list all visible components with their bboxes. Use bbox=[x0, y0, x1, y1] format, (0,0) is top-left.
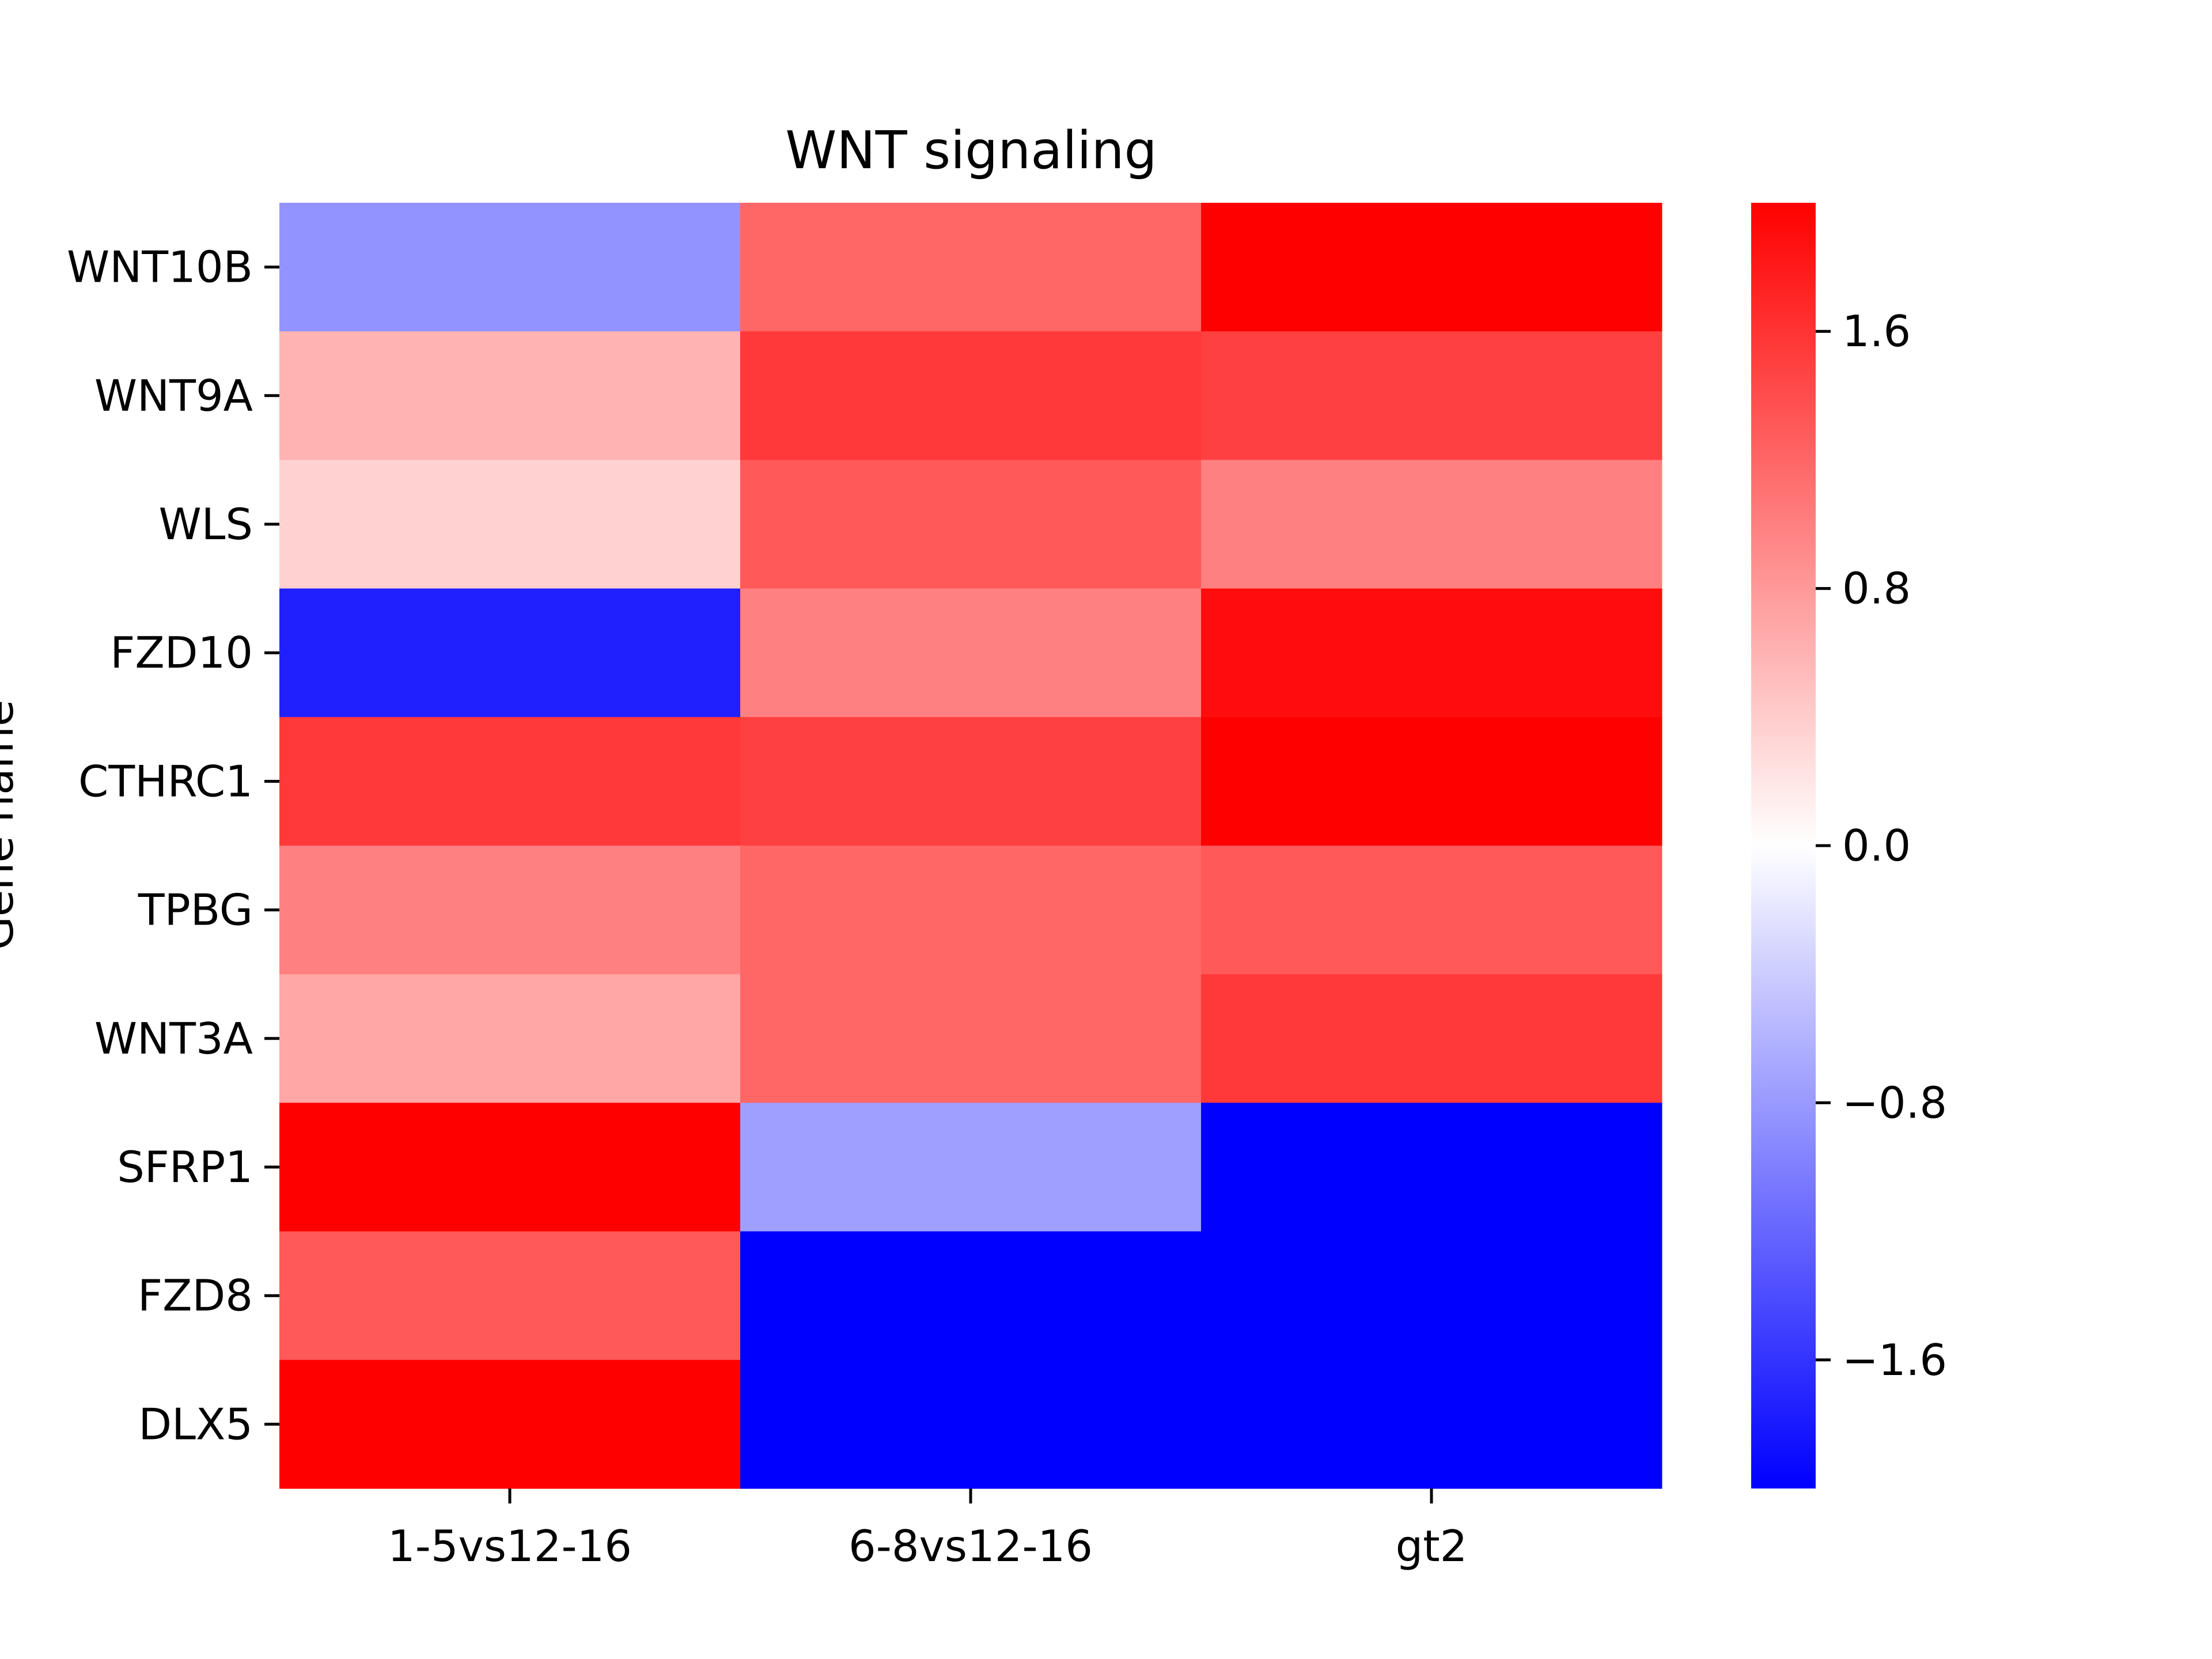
chart-title: WNT signaling bbox=[785, 120, 1157, 181]
row-label: CTHRC1 bbox=[78, 756, 253, 806]
row-label: WNT9A bbox=[94, 370, 253, 421]
heatmap-cell bbox=[1201, 846, 1662, 975]
heatmap-cell bbox=[1201, 1103, 1662, 1232]
heatmap-cell bbox=[279, 717, 741, 846]
row-label: TPBG bbox=[138, 885, 253, 935]
row-label: WNT10B bbox=[67, 242, 253, 293]
row-label: WNT3A bbox=[94, 1013, 253, 1064]
colorbar-tick-label: −0.8 bbox=[1842, 1077, 1947, 1128]
heatmap-cell bbox=[740, 460, 1202, 589]
heatmap-cell bbox=[1201, 974, 1662, 1103]
heatmap-cell bbox=[740, 1103, 1202, 1232]
heatmap-cell bbox=[740, 846, 1202, 975]
row-label: DLX5 bbox=[138, 1399, 253, 1449]
heatmap-cell bbox=[1201, 717, 1662, 846]
heatmap-cell bbox=[1201, 588, 1662, 718]
column-labels: 1-5vs12-16 6-8vs12-16 gt2 bbox=[388, 1488, 1467, 1571]
column-label: 1-5vs12-16 bbox=[388, 1521, 632, 1571]
row-label: WLS bbox=[158, 499, 253, 550]
heatmap-cell bbox=[279, 1359, 741, 1489]
heatmap-cell bbox=[1201, 460, 1662, 589]
heatmap-cell bbox=[1201, 1359, 1662, 1489]
heatmap-cell bbox=[740, 717, 1202, 846]
colorbar bbox=[1751, 203, 1816, 1488]
heatmap-cell bbox=[279, 974, 741, 1103]
heatmap-cell bbox=[740, 588, 1202, 718]
heatmap-cell bbox=[279, 203, 741, 332]
row-labels: WNT10B WNT9A WLS FZD10 CTHRC1 TPBG WNT3A SFRP1 F… bbox=[67, 242, 279, 1449]
heatmap-cell bbox=[1201, 203, 1662, 332]
colorbar-tick-label: 0.8 bbox=[1842, 563, 1911, 614]
heatmap-cells bbox=[279, 203, 1662, 1489]
heatmap-cell bbox=[740, 203, 1202, 332]
heatmap-cell bbox=[740, 1359, 1202, 1489]
heatmap-cell bbox=[279, 846, 741, 975]
column-label: 6-8vs12-16 bbox=[849, 1521, 1093, 1571]
row-label: FZD8 bbox=[138, 1270, 253, 1321]
column-label: gt2 bbox=[1396, 1521, 1468, 1571]
heatmap-cell bbox=[279, 1103, 741, 1232]
heatmap-cell bbox=[279, 331, 741, 460]
heatmap-cell bbox=[740, 974, 1202, 1103]
heatmap-cell bbox=[1201, 331, 1662, 460]
heatmap-cell bbox=[1201, 1231, 1662, 1361]
heatmap-cell bbox=[740, 331, 1202, 460]
colorbar-tick-label: 1.6 bbox=[1842, 306, 1911, 357]
colorbar-tick-label: −1.6 bbox=[1842, 1335, 1947, 1385]
colorbar-tick-label: 0.0 bbox=[1842, 820, 1911, 871]
row-label: SFRP1 bbox=[117, 1142, 253, 1192]
heatmap-cell bbox=[279, 588, 741, 718]
colorbar-ticks: 1.6 0.8 0.0 −0.8 −1.6 bbox=[1816, 306, 1947, 1385]
row-label: FZD10 bbox=[110, 627, 253, 678]
heatmap-cell bbox=[279, 1231, 741, 1361]
heatmap-cell bbox=[279, 460, 741, 589]
y-axis-label: Gene name bbox=[0, 700, 23, 950]
heatmap-cell bbox=[740, 1231, 1202, 1361]
